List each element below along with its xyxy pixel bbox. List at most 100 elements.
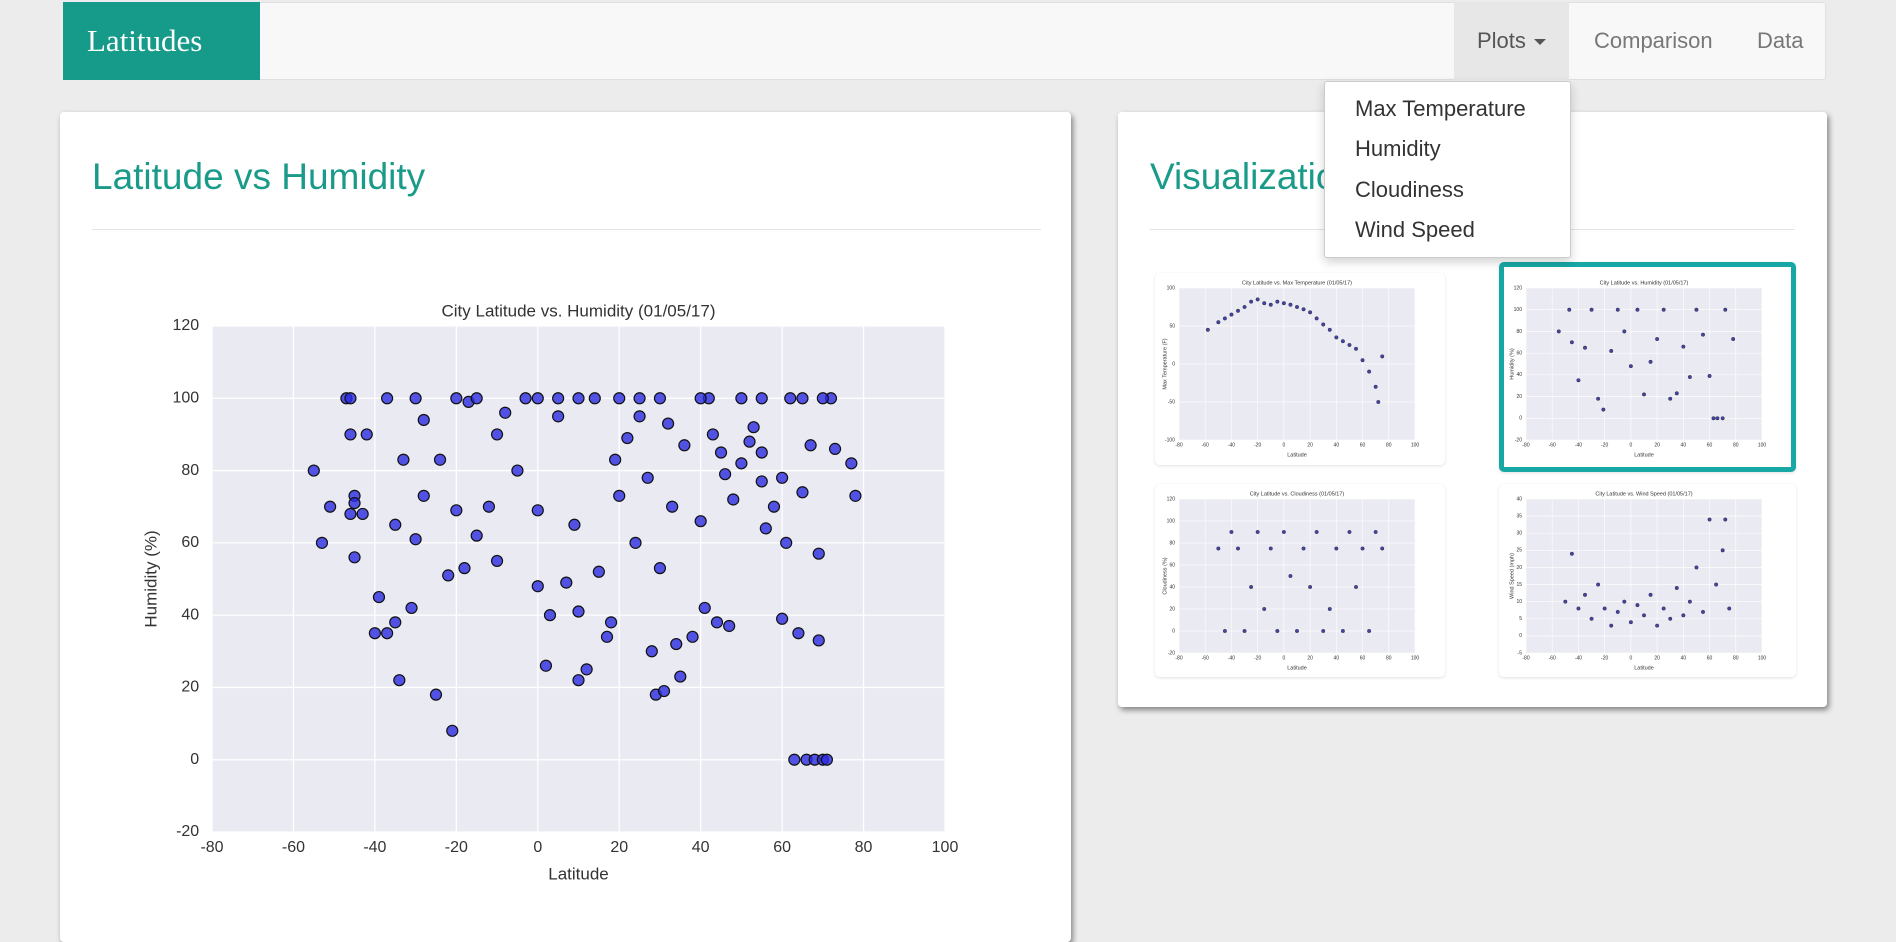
x-tick-label: 100 [1758,442,1767,448]
point [397,453,410,466]
point [1275,299,1280,304]
point [1295,305,1299,309]
y-tick-label: 50 [1169,323,1175,329]
point [816,392,829,405]
point [1622,599,1627,604]
point [670,637,683,651]
point [1367,629,1372,633]
point [470,392,483,405]
x-tick-label: 40 [1334,655,1340,661]
x-tick-label: -20 [1254,442,1261,448]
point [450,504,463,517]
dropdown-item[interactable]: Humidity [1355,136,1441,161]
point [1216,320,1221,325]
point [1701,609,1705,614]
x-tick-label: -40 [1575,655,1582,661]
nav-comparison[interactable]: Comparison [1594,28,1713,53]
point [1661,307,1666,312]
point [1373,384,1378,389]
chart-title: City Latitude vs. Cloudiness (01/05/17) [1250,491,1345,497]
x-axis-label: Latitude [1287,665,1307,671]
point [1242,629,1247,633]
point [1380,546,1385,551]
y-tick-label: 60 [1169,562,1175,568]
y-tick-label: 80 [181,462,199,479]
point [1222,629,1227,633]
y-tick-label: -20 [1168,650,1175,656]
point [1681,613,1686,618]
chart-title: City Latitude vs. Humidity (01/05/17) [441,301,715,320]
point [348,497,361,510]
point [1236,308,1240,313]
x-tick-label: 40 [1681,655,1687,661]
point [735,457,748,470]
point [1602,606,1607,611]
point [1380,354,1385,359]
point [633,410,646,423]
point [1249,299,1254,304]
y-tick-label: -50 [1168,399,1175,405]
y-tick-label: 0 [190,751,199,768]
point [1354,585,1358,589]
point [1589,616,1594,621]
point [1576,606,1581,611]
point [1556,329,1561,334]
y-axis-label: Humidity (%) [1509,348,1515,380]
point [604,616,618,629]
y-tick-label: 10 [1516,599,1522,605]
point [429,688,443,701]
point [796,486,809,499]
point [1360,546,1365,551]
x-tick-label: 80 [1386,655,1392,661]
charts-layer: -80 -60 -40 -20 0 20 40 60 80 100-200204060801001… [141,280,1767,883]
point [674,670,687,683]
y-tick-label: 25 [1516,548,1522,554]
point [1723,307,1728,312]
point [1648,359,1653,364]
point [755,392,768,405]
point [1635,307,1640,312]
point [666,500,679,513]
point [1694,565,1699,570]
nav-data[interactable]: Data [1757,28,1804,53]
point [1268,302,1273,307]
point [1321,322,1326,327]
nav-plots[interactable]: Plots [1454,2,1569,80]
x-tick-label: 100 [932,839,959,856]
point [1681,344,1686,349]
point [1308,310,1313,315]
point [1707,373,1712,378]
dropdown-item[interactable]: Cloudiness [1355,177,1464,202]
point [368,627,381,640]
point [1288,302,1293,307]
point [849,489,862,502]
point [1334,546,1339,551]
brand[interactable]: Latitudes [63,2,260,80]
y-axis-label: Cloudiness (%) [1162,557,1168,594]
point [1340,629,1345,633]
point [792,627,805,640]
point [694,392,707,405]
dropdown-item[interactable]: Wind Speed [1355,217,1475,242]
point [633,392,646,405]
point [759,522,772,535]
x-tick-label: 0 [1629,655,1632,661]
point [653,392,667,405]
point [1249,585,1254,589]
y-tick-label: 40 [1516,496,1522,502]
caret [1533,39,1546,46]
point [344,507,357,521]
dropdown-item[interactable]: Max Temperature [1355,96,1526,121]
y-axis-label: Max Temperature (F) [1162,338,1168,389]
point [657,684,671,698]
point [446,724,459,737]
point [845,457,858,470]
x-tick-label: -60 [1202,655,1209,661]
point [511,464,524,477]
point [1711,416,1716,421]
y-axis-label: Humidity (%) [141,530,160,627]
point [348,551,361,564]
point [458,562,471,575]
point [694,515,707,528]
point [1567,307,1572,312]
